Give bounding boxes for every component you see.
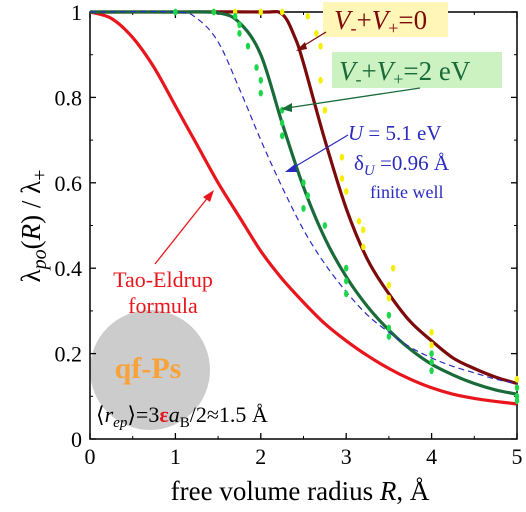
scatter-point <box>305 12 310 20</box>
scatter-point <box>429 341 434 349</box>
well-arrowhead <box>285 164 297 172</box>
v0-label: V-+V+=0 <box>334 5 427 38</box>
scatter-point <box>344 290 349 298</box>
scatter-point <box>322 106 328 114</box>
y-tick-label: 0.6 <box>55 171 83 196</box>
scatter-point <box>318 76 323 84</box>
scatter-point <box>339 153 345 161</box>
x-axis-label: free volume radius R, Å <box>171 476 430 506</box>
scatter-point <box>390 264 396 272</box>
y-tick-label: 1 <box>71 0 82 25</box>
scatter-point <box>344 264 349 272</box>
scatter-point <box>173 8 178 16</box>
scatter-point <box>386 294 392 302</box>
tao-arrow <box>154 195 210 265</box>
tao-eldrup-curve <box>89 10 518 406</box>
scatter-point <box>361 243 366 251</box>
scatter-point <box>344 277 349 285</box>
v0-curve <box>89 10 518 386</box>
scatter-point <box>211 8 217 16</box>
y-tick-label: 0.2 <box>55 342 83 367</box>
y-tick-label: 0.4 <box>55 256 83 281</box>
x-tick-label: 5 <box>512 444 523 469</box>
scatter-point <box>356 217 362 225</box>
scatter-point <box>254 64 259 71</box>
x-tick-label: 3 <box>341 444 352 469</box>
scatter-point <box>386 333 392 340</box>
scatter-point <box>386 281 392 289</box>
scatter-point <box>301 205 306 212</box>
y-tick-label: 0.8 <box>55 85 83 110</box>
tao-label-line1: Tao-Eldrup <box>113 267 213 292</box>
scatter-point <box>429 367 434 375</box>
scatter-point <box>344 187 349 195</box>
scatter-point <box>514 384 520 392</box>
scatter-point <box>301 179 306 187</box>
scatter-point <box>232 12 238 20</box>
scatter-point <box>339 175 345 182</box>
scatter-point <box>245 42 251 50</box>
finite-well-curve <box>89 10 518 385</box>
v2-label-box <box>332 52 502 88</box>
scatter-point <box>514 397 520 404</box>
x-tick-label: 1 <box>170 444 181 469</box>
scatter-point <box>386 311 392 319</box>
v2-label: V-+V+=2 eV <box>339 56 471 89</box>
v2-arrow <box>286 87 421 109</box>
scatter-point <box>237 29 242 37</box>
x-tick-label: 0 <box>85 444 96 469</box>
y-tick-label: 0 <box>71 427 82 452</box>
v2-curve <box>89 10 518 396</box>
scatter-point <box>361 226 366 234</box>
qf-ps-circle <box>90 310 210 430</box>
scatter-point <box>514 375 520 383</box>
y-axis-label: λpo(R) / λ+ <box>16 170 51 283</box>
scatter-point <box>279 119 285 127</box>
qf-ps-label: qf-Ps <box>115 352 182 385</box>
scatter-point <box>258 76 263 84</box>
scatter-point <box>314 29 319 37</box>
scatter-point <box>322 222 328 229</box>
scatter-point <box>318 42 323 50</box>
tao-arrowhead <box>203 190 214 202</box>
svg-text:λpo(R) / λ+: λpo(R) / λ+ <box>16 170 51 283</box>
scatter-point <box>305 192 310 200</box>
scatter-point <box>258 89 263 97</box>
tao-label-line2: formula <box>128 293 198 318</box>
scatter-point <box>429 358 434 366</box>
well-label-line2: δU =0.96 Å <box>354 151 450 179</box>
v0-label-box <box>323 2 448 37</box>
x-tick-label: 2 <box>255 444 266 469</box>
scatter-point <box>429 328 434 336</box>
v0-arrowhead <box>296 42 307 51</box>
well-arrow <box>290 134 349 170</box>
well-label-line1: U = 5.1 eV <box>348 121 442 145</box>
v2-arrowhead <box>281 103 292 112</box>
series-layer <box>89 10 518 406</box>
scatter-point <box>279 132 285 140</box>
scatter-point <box>258 8 263 16</box>
tick-labels: 0 1 2 3 4 5 0 0.2 0.4 0.6 0.8 1 <box>55 0 523 469</box>
scatter-point <box>279 8 285 16</box>
scatter-point <box>386 324 392 332</box>
scatter-point <box>429 350 434 357</box>
scatter-point <box>237 21 242 29</box>
rep-formula: ⟨rep⟩=3εaB/2≈1.5 Å <box>96 402 268 431</box>
well-label-line3: finite well <box>370 182 443 202</box>
x-tick-label: 4 <box>426 444 437 469</box>
